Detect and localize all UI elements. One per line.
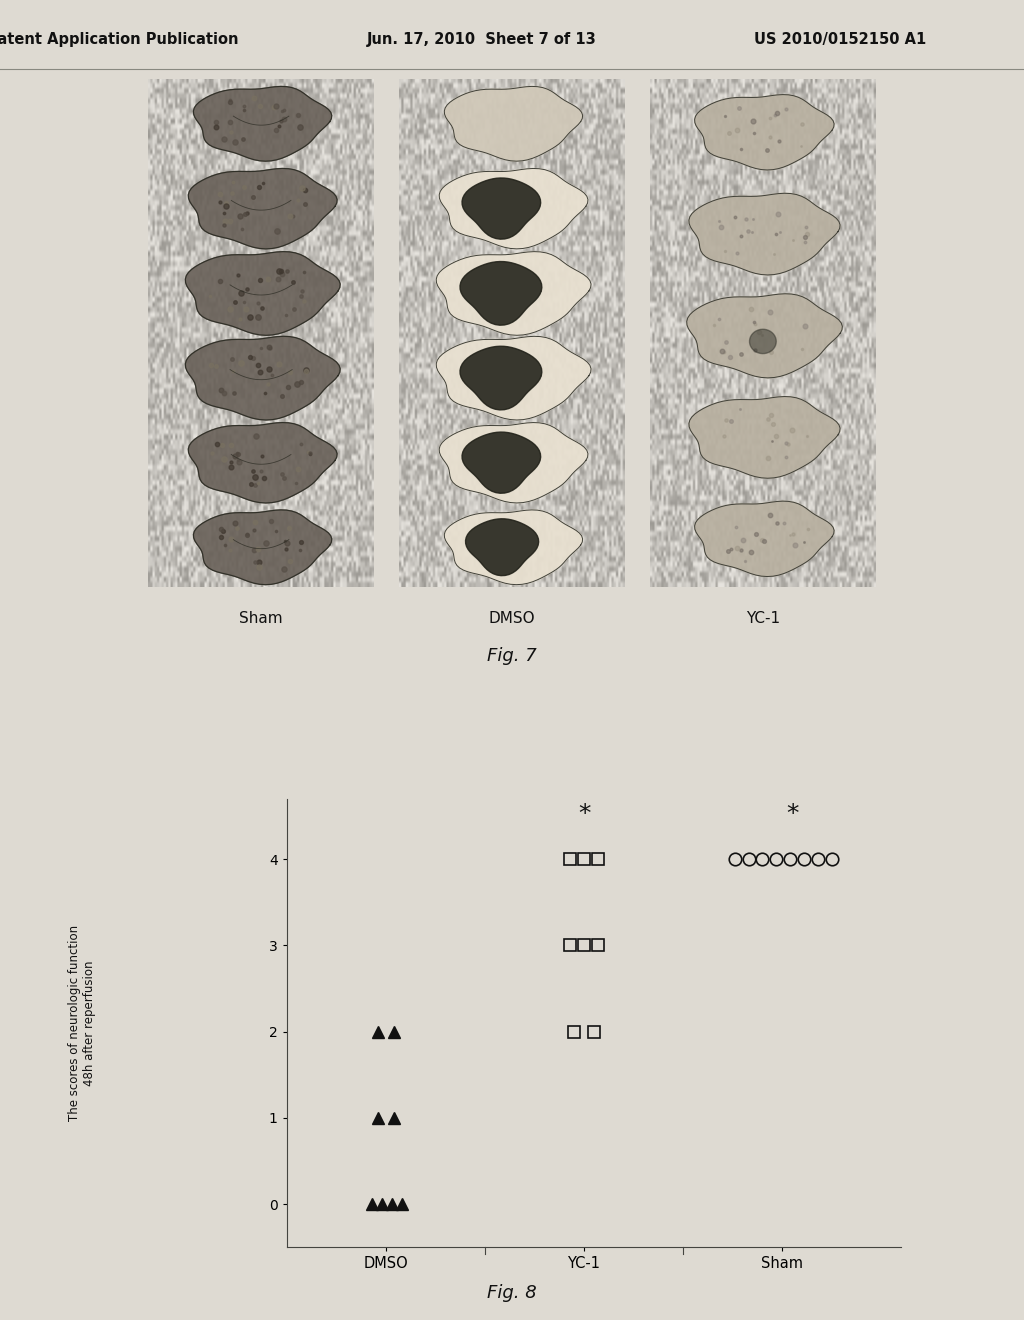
Polygon shape	[694, 502, 835, 577]
Polygon shape	[444, 86, 583, 161]
Text: YC-1: YC-1	[745, 611, 780, 626]
Text: Patent Application Publication: Patent Application Publication	[0, 33, 239, 48]
Polygon shape	[188, 422, 337, 503]
Text: DMSO: DMSO	[488, 611, 536, 626]
Polygon shape	[689, 396, 840, 478]
Polygon shape	[750, 329, 776, 354]
Polygon shape	[436, 337, 591, 420]
Text: The scores of neurologic function
48h after reperfusion: The scores of neurologic function 48h af…	[68, 925, 96, 1121]
Polygon shape	[466, 519, 539, 576]
Polygon shape	[194, 86, 332, 161]
Polygon shape	[460, 346, 542, 411]
Text: *: *	[786, 803, 799, 826]
Text: Fig. 8: Fig. 8	[487, 1284, 537, 1303]
Polygon shape	[436, 252, 591, 335]
Polygon shape	[687, 294, 843, 378]
Polygon shape	[439, 169, 588, 249]
Polygon shape	[188, 169, 337, 249]
Polygon shape	[694, 95, 835, 170]
Polygon shape	[185, 252, 340, 335]
Text: *: *	[578, 803, 590, 826]
Polygon shape	[689, 193, 840, 275]
Polygon shape	[185, 337, 340, 420]
Text: Sham: Sham	[240, 611, 283, 626]
Text: Jun. 17, 2010  Sheet 7 of 13: Jun. 17, 2010 Sheet 7 of 13	[367, 33, 596, 48]
Text: US 2010/0152150 A1: US 2010/0152150 A1	[754, 33, 926, 48]
Polygon shape	[462, 178, 541, 239]
Polygon shape	[444, 510, 583, 585]
Text: Fig. 7: Fig. 7	[487, 647, 537, 665]
Polygon shape	[194, 510, 332, 585]
Polygon shape	[439, 422, 588, 503]
Polygon shape	[460, 261, 542, 325]
Polygon shape	[462, 432, 541, 494]
